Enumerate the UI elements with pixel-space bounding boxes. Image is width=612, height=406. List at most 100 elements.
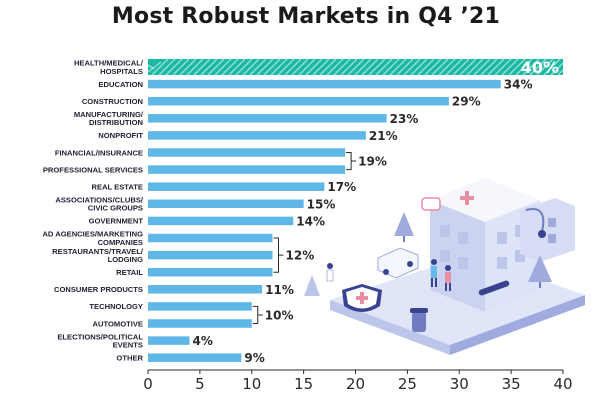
value-labels: 40%34% 29% 23% 21% 19%17% 15% 14% 12% 11% 10% 4% 9% <box>193 58 560 365</box>
bar-stripe <box>452 58 470 76</box>
category-label: PROFESSIONAL SERVICES <box>43 165 143 174</box>
category-label: OTHER <box>116 354 143 363</box>
bar-stripe <box>158 58 176 76</box>
bar-stripe <box>543 58 561 76</box>
bar-stripe <box>508 58 526 76</box>
bar-stripe <box>494 58 512 76</box>
bar-stripe <box>277 58 295 76</box>
bar-stripe <box>179 58 197 76</box>
category-label: NONPROFIT <box>98 131 143 140</box>
bar-stripe <box>172 58 190 76</box>
category-label: ASSOCIATIONS/CLUBS/CIVIC GROUPS <box>55 196 144 213</box>
category-labels: HEALTH/MEDICAL/HOSPITALS EDUCATION CONSTRU… <box>42 59 143 363</box>
bar-stripe <box>417 58 435 76</box>
bar-stripe <box>424 58 442 76</box>
bar <box>148 182 325 191</box>
bar-stripe <box>312 58 330 76</box>
bar <box>148 216 294 226</box>
x-tick-label: 5 <box>195 375 205 393</box>
value-label: 11% <box>265 283 294 297</box>
x-tick-label: 30 <box>450 375 469 393</box>
bar-stripe <box>305 58 323 76</box>
bar-stripe <box>242 58 260 76</box>
bar-stripe <box>291 58 309 76</box>
bar-stripe <box>333 58 351 76</box>
bar-stripe <box>228 58 246 76</box>
bar <box>148 199 304 209</box>
bars-layer <box>147 58 564 362</box>
value-label: 21% <box>369 129 398 143</box>
x-tick-label: 40 <box>553 375 572 393</box>
bar-stripe <box>165 58 183 76</box>
value-label: 23% <box>390 112 419 126</box>
bar-stripe <box>487 58 505 76</box>
value-label-highlight: 40% <box>521 58 559 77</box>
chart-title: Most Robust Markets in Q4 ’21 <box>111 4 501 29</box>
bar <box>148 233 273 243</box>
bar <box>148 302 252 311</box>
bar-stripe <box>361 58 379 76</box>
bar <box>148 319 252 328</box>
group-bracket <box>252 305 263 324</box>
x-tick-label: 20 <box>346 375 365 393</box>
bar <box>148 165 346 174</box>
bar-stripe <box>382 58 400 76</box>
x-tick-label: 0 <box>143 375 153 393</box>
bar-stripe <box>235 58 253 76</box>
bar <box>148 131 366 140</box>
value-label: 15% <box>307 197 336 211</box>
bar-stripe <box>193 58 211 76</box>
bar-stripe <box>200 58 218 76</box>
bar <box>148 79 501 89</box>
bar <box>148 148 346 157</box>
x-tick-label: 25 <box>398 375 417 393</box>
category-label: CONSUMER PRODUCTS <box>54 285 143 294</box>
bar-stripe <box>249 58 267 76</box>
bar-stripe <box>340 58 358 76</box>
x-axis: 0 5 10 15 20 25 30 35 40 <box>143 369 573 393</box>
group-bracket <box>273 237 284 273</box>
value-label: 4% <box>193 334 213 348</box>
bar-stripe <box>214 58 232 76</box>
category-label: RESTAURANTS/TRAVEL/LODGING <box>52 247 144 264</box>
bar <box>148 114 387 123</box>
bar-stripe <box>186 58 204 76</box>
bar-stripe <box>396 58 414 76</box>
category-label: TECHNOLOGY <box>89 302 143 311</box>
category-label: CONSTRUCTION <box>82 97 143 106</box>
bar-stripe <box>515 58 533 76</box>
category-label: ELECTIONS/POLITICAL EVENTS <box>57 332 143 349</box>
bar-stripe <box>221 58 239 76</box>
value-label: 19% <box>358 155 387 169</box>
value-label: 14% <box>296 214 325 228</box>
bar-stripe <box>445 58 463 76</box>
group-bracket <box>346 152 357 171</box>
bar-stripe <box>319 58 337 76</box>
bar-stripe <box>389 58 407 76</box>
bar-stripe <box>466 58 484 76</box>
bar <box>148 353 242 362</box>
category-label: GOVERNMENT <box>89 217 144 226</box>
bar <box>148 336 190 345</box>
bar-stripe <box>147 61 162 73</box>
bar-stripe <box>550 62 564 76</box>
bar-stripe <box>557 69 564 76</box>
bar <box>148 267 273 277</box>
x-tick-label: 35 <box>502 375 521 393</box>
x-tick-label: 10 <box>242 375 261 393</box>
value-label: 17% <box>327 180 356 194</box>
value-label: 9% <box>244 351 264 365</box>
bar-stripe <box>298 58 316 76</box>
bar-stripe <box>368 58 386 76</box>
bar <box>148 250 273 260</box>
bar-stripe <box>207 58 225 76</box>
bar-stripe <box>326 58 344 76</box>
category-label: RETAIL <box>116 268 143 277</box>
bar-stripe <box>347 58 365 76</box>
category-label: MANUFACTURING/DISTRIBUTION <box>74 110 144 127</box>
bar-stripe <box>529 58 547 76</box>
bar-stripe <box>354 58 372 76</box>
value-label: 10% <box>265 308 294 322</box>
category-label: FINANCIAL/INSURANCE <box>55 148 143 157</box>
